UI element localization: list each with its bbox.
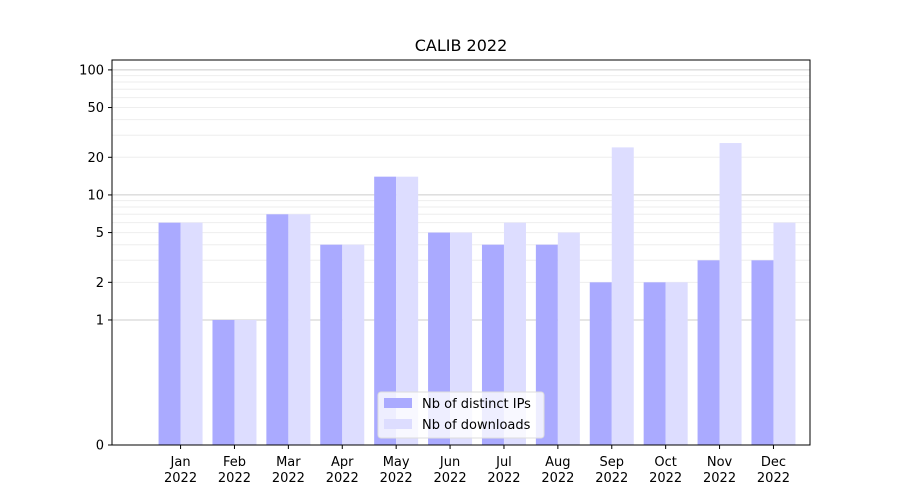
bar-downloads: [773, 222, 796, 445]
bar-distinct-ips: [643, 282, 666, 445]
y-tick-label: 5: [96, 226, 104, 241]
bar-distinct-ips: [374, 176, 397, 445]
y-tick-label: 2: [96, 276, 104, 291]
chart-title: CALIB 2022: [415, 36, 508, 55]
bar-downloads: [665, 282, 688, 445]
legend-swatch: [384, 398, 412, 408]
x-axis: Jan 2022 Feb 2022 Mar 2022 Apr 2022 May 2022 Jun 20…: [164, 445, 790, 486]
x-tick-label: Mar 2022: [272, 455, 305, 486]
bar-downloads: [180, 222, 203, 445]
y-tick-label: 1: [96, 313, 104, 328]
x-tick-label: Jan 2022: [164, 455, 197, 486]
x-tick-label: Aug 2022: [541, 455, 574, 486]
bar-distinct-ips: [158, 222, 181, 445]
x-tick-label: Jul 2022: [487, 455, 520, 486]
legend-box: [377, 391, 545, 439]
bar-distinct-ips: [266, 214, 289, 445]
bar-downloads: [234, 319, 257, 445]
legend-label: Nb of downloads: [422, 418, 531, 433]
bar-downloads: [719, 143, 742, 445]
x-tick-label: Apr 2022: [326, 455, 359, 486]
legend-label: Nb of distinct IPs: [422, 397, 531, 412]
bar-distinct-ips: [589, 282, 612, 445]
bar-downloads: [396, 176, 419, 445]
x-tick-label: Nov 2022: [703, 455, 736, 486]
x-tick-label: Jun 2022: [434, 455, 467, 486]
x-tick-label: Dec 2022: [757, 455, 790, 486]
bar-distinct-ips: [697, 260, 720, 445]
bar-distinct-ips: [751, 260, 774, 445]
plot-frame: [111, 59, 811, 446]
bar-downloads: [342, 244, 365, 445]
y-tick-label: 20: [87, 151, 104, 166]
legend: Nb of distinct IPs Nb of downloads: [377, 391, 545, 439]
bar-distinct-ips: [212, 319, 235, 445]
y-tick-label: 0: [96, 439, 104, 454]
y-tick-label: 10: [87, 188, 104, 203]
x-tick-label: Feb 2022: [218, 455, 251, 486]
bar-downloads: [288, 214, 311, 445]
bar-distinct-ips: [320, 244, 343, 445]
legend-swatch: [384, 419, 412, 429]
bar-downloads: [557, 232, 580, 445]
y-tick-label: 100: [79, 63, 104, 78]
y-tick-label: 50: [87, 101, 104, 116]
x-tick-label: May 2022: [380, 455, 413, 486]
bar-downloads: [611, 147, 634, 446]
bar-downloads: [503, 222, 526, 445]
x-tick-label: Oct 2022: [649, 455, 682, 486]
y-axis: 0 1 2 5 10 20 50 100: [79, 63, 112, 454]
x-tick-label: Sep 2022: [595, 455, 628, 486]
